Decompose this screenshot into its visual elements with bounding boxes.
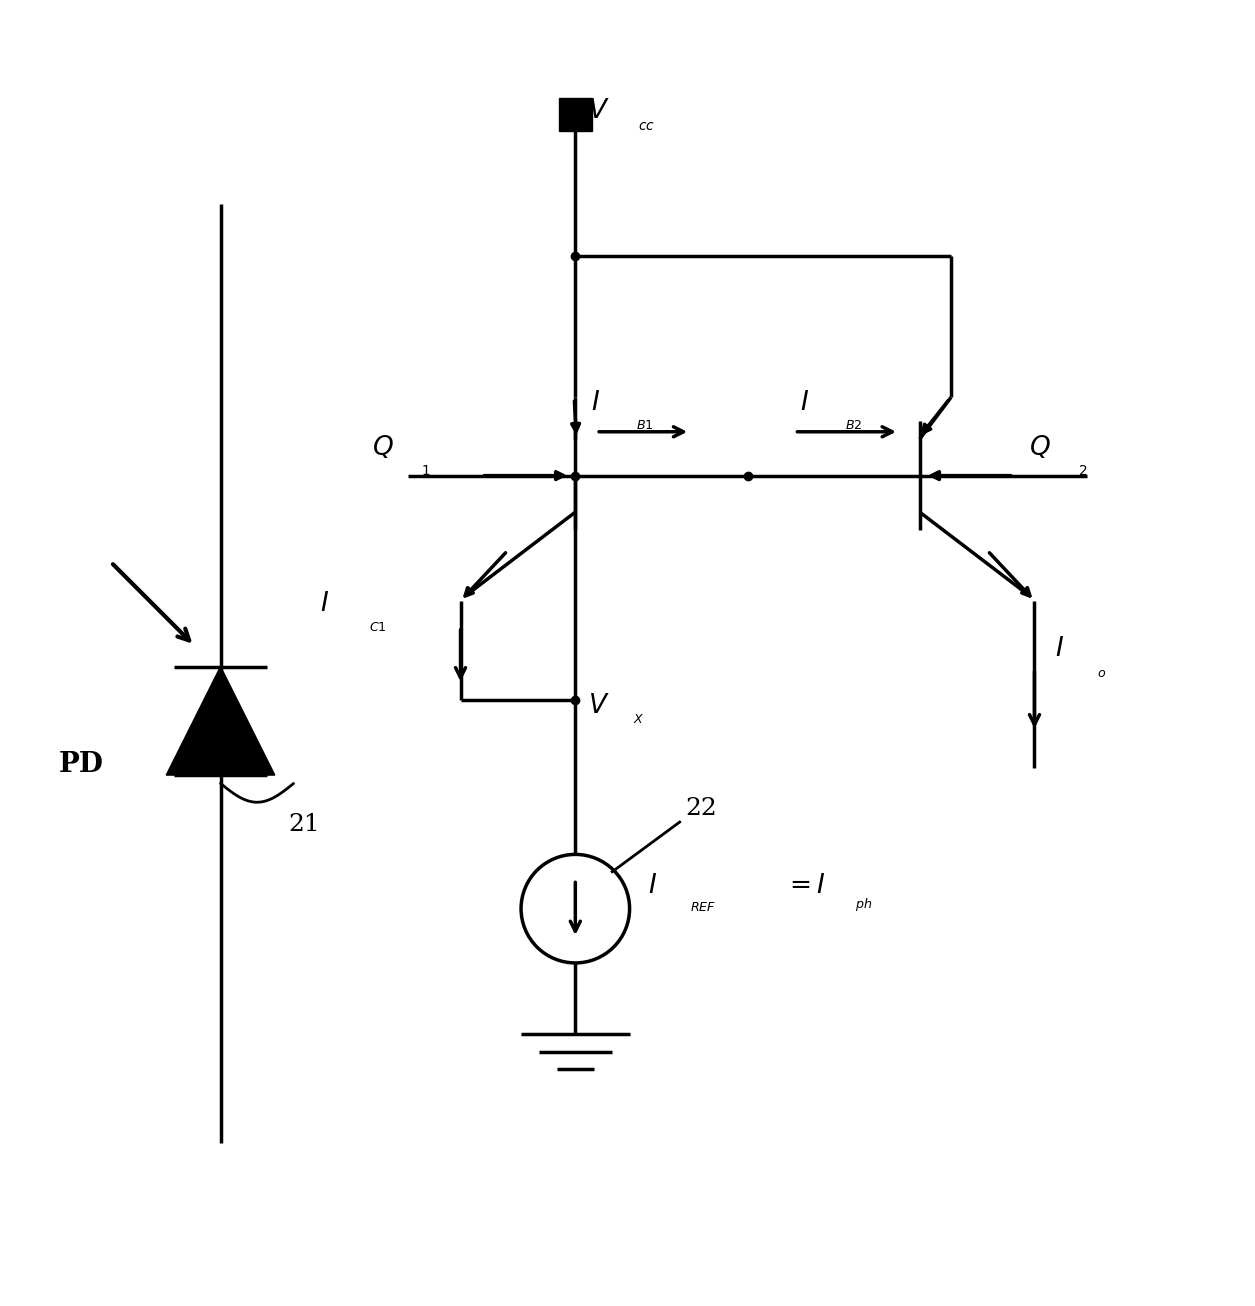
Text: $Q$: $Q$: [371, 434, 394, 460]
Text: $I$: $I$: [799, 390, 808, 415]
Text: $I$: $I$: [591, 390, 600, 415]
Polygon shape: [166, 666, 275, 774]
Text: $V$: $V$: [587, 692, 610, 718]
Text: $_{C1}$: $_{C1}$: [369, 616, 387, 635]
Text: $_o$: $_o$: [1097, 661, 1107, 679]
Text: 21: 21: [289, 812, 320, 836]
Text: $= I$: $= I$: [784, 874, 826, 899]
Text: $I$: $I$: [320, 592, 329, 616]
Text: $_{ph}$: $_{ph}$: [855, 896, 872, 914]
Text: $_{cc}$: $_{cc}$: [638, 115, 655, 133]
Text: $_2$: $_2$: [1078, 460, 1088, 478]
Text: $_{REF}$: $_{REF}$: [690, 896, 717, 914]
Text: PD: PD: [59, 751, 104, 778]
Text: $_{X}$: $_{X}$: [633, 708, 644, 726]
Polygon shape: [558, 98, 592, 131]
Text: 22: 22: [685, 797, 717, 820]
Text: $I$: $I$: [1055, 636, 1064, 661]
Text: $Q$: $Q$: [1029, 434, 1050, 460]
Text: $I$: $I$: [649, 874, 658, 899]
Text: $V$: $V$: [587, 98, 610, 123]
Text: $_1$: $_1$: [420, 460, 430, 478]
Text: $_{B2}$: $_{B2}$: [845, 414, 862, 432]
Text: $_{B1}$: $_{B1}$: [636, 414, 654, 432]
